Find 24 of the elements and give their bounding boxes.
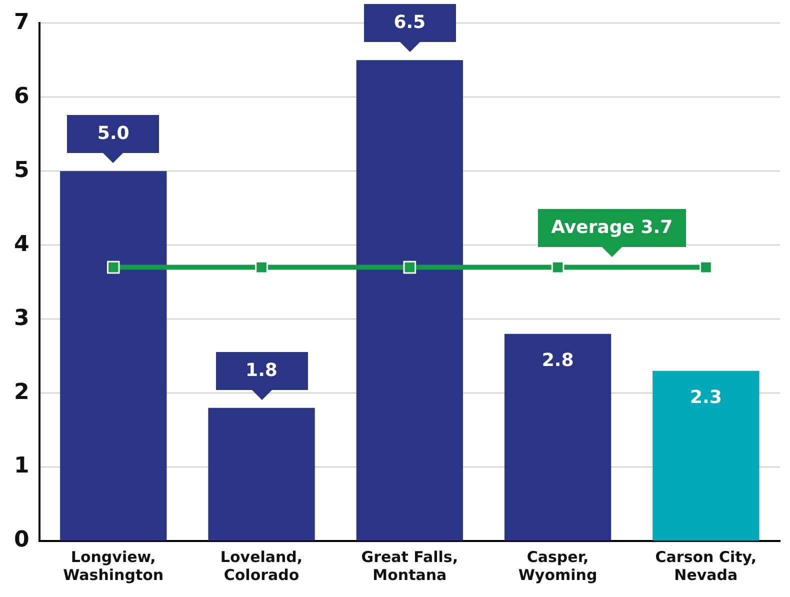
annotation: Average 3.7 — [538, 209, 686, 248]
data-label: 2.3 — [688, 386, 723, 410]
bar — [356, 60, 463, 540]
y-tick-label: 6 — [14, 84, 30, 109]
y-tick-label: 2 — [14, 380, 30, 405]
x-tick-label: Loveland, Colorado — [220, 548, 303, 584]
y-tick-label: 5 — [14, 158, 30, 183]
x-tick-label: Casper, Wyoming — [518, 548, 598, 584]
y-tick-label: 4 — [14, 232, 30, 257]
bar — [504, 334, 612, 540]
x-tick-label: Carson City, Nevada — [655, 548, 757, 584]
data-label: 1.8 — [216, 352, 308, 390]
y-tick-label: 7 — [14, 10, 30, 35]
bar — [208, 408, 315, 540]
bar — [652, 370, 760, 540]
data-label: 2.8 — [540, 350, 575, 373]
y-tick-label: 1 — [14, 454, 30, 479]
x-tick-label: Great Falls, Montana — [361, 548, 458, 584]
data-label: 6.5 — [364, 4, 456, 42]
x-tick-label: Longview, Washington — [63, 548, 164, 584]
y-tick-label: 0 — [14, 528, 30, 553]
bar — [60, 171, 167, 540]
data-label: 5.0 — [67, 115, 160, 154]
y-tick-label: 3 — [14, 306, 30, 331]
